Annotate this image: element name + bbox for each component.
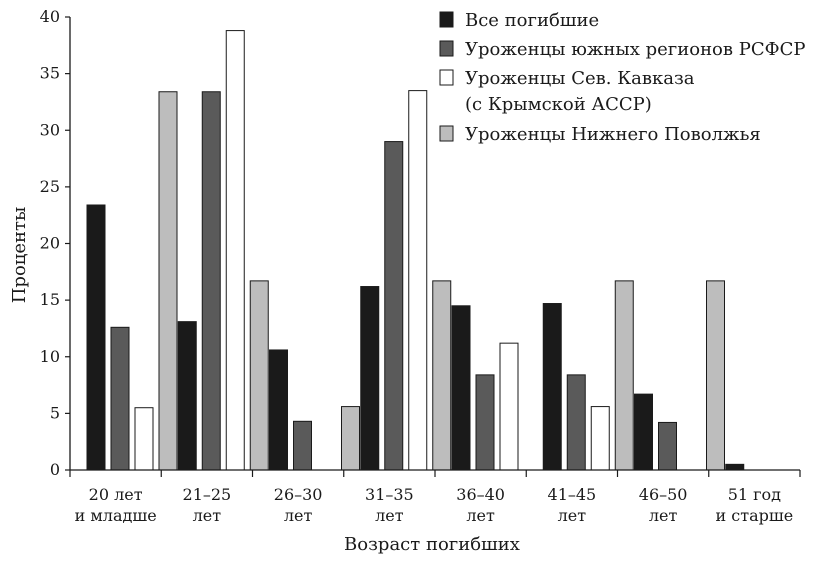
bar-s2-c6	[566, 374, 586, 471]
x-tick-label: 31–35	[365, 485, 414, 504]
bar-s1-c2	[177, 321, 197, 471]
x-tick-label: лет	[193, 506, 222, 525]
x-tick-labels: 20 лет и младше 21–25 лет 26–30 лет 31–35 лет 36…	[75, 485, 794, 525]
x-tick-label: 51 год	[728, 485, 781, 504]
legend-label-2: Уроженцы южных регионов РСФСР	[465, 39, 805, 60]
x-tick-label: 46–50	[639, 485, 688, 504]
y-tick-label: 0	[50, 460, 60, 479]
legend-swatch-1	[439, 11, 454, 28]
x-tick-label: и младше	[75, 506, 157, 525]
x-tick-label: 21–25	[183, 485, 232, 504]
x-tick-label: лет	[466, 506, 495, 525]
bar-s3-c5	[499, 342, 519, 471]
legend-label-4: Уроженцы Нижнего Поволжья	[465, 124, 761, 145]
legend-swatch-3	[439, 69, 454, 86]
x-axis-title: Возраст погибших	[344, 534, 520, 555]
legend: Все погибшие Уроженцы южных регионов РСФС…	[439, 10, 805, 145]
bar-s1-c7	[634, 393, 653, 471]
y-tick-label: 10	[40, 347, 60, 366]
legend-swatch-4	[439, 125, 454, 142]
bar-s2-c1	[110, 326, 130, 471]
axes-layer	[65, 16, 801, 477]
bar-s1-c8	[725, 463, 745, 471]
x-tick-label: 26–30	[274, 485, 323, 504]
bar-s1-c6	[542, 303, 562, 471]
bar-s1-c5	[451, 305, 471, 471]
bar-s3-c1	[134, 407, 154, 471]
bar-s1-c3	[269, 349, 288, 471]
legend-label-3: (с Крымской АССР)	[465, 94, 652, 115]
y-tick-labels: 0 5 10 15 20 25 30 35 40	[40, 7, 60, 479]
x-tick-label: лет	[284, 506, 313, 525]
x-tick-label: и старше	[716, 506, 794, 525]
bar-s4-c7	[706, 280, 725, 471]
x-tick-label: лет	[649, 506, 678, 525]
y-tick-label: 15	[40, 290, 60, 309]
bar-s4-c3	[341, 406, 360, 471]
y-tick-label: 35	[40, 64, 60, 83]
bar-s3-c4	[408, 90, 428, 471]
bar-s4-c4	[432, 280, 452, 471]
legend-swatch-2	[439, 40, 454, 57]
bar-s2-c2	[201, 91, 221, 471]
bar-s3-c6	[590, 406, 610, 471]
bar-s2-c3	[293, 420, 312, 471]
y-tick-label: 30	[40, 120, 60, 139]
y-tick-label: 5	[50, 403, 60, 422]
x-tick-label: 20 лет	[89, 485, 143, 504]
x-tick-label: лет	[558, 506, 587, 525]
bar-s3-c2	[225, 30, 245, 471]
bar-s1-c1	[86, 204, 106, 471]
y-tick-label: 25	[40, 177, 60, 196]
bar-s4-c6	[614, 280, 634, 471]
bar-s4-c1	[158, 91, 178, 471]
x-tick-label: лет	[375, 506, 404, 525]
bar-s2-c4	[384, 141, 404, 471]
bar-s1-c4	[360, 286, 380, 471]
y-tick-label: 40	[40, 7, 60, 26]
legend-label-1: Все погибшие	[465, 10, 599, 31]
bar-s2-c7	[658, 421, 677, 471]
y-axis-title: Проценты	[9, 207, 30, 304]
x-tick-label: 41–45	[548, 485, 597, 504]
x-tick-label: 36–40	[456, 485, 505, 504]
bar-s4-c2	[249, 280, 269, 471]
y-tick-label: 20	[40, 234, 60, 253]
bars-layer	[86, 30, 745, 471]
bar-s2-c5	[475, 374, 495, 471]
legend-label-3: Уроженцы Сев. Кавказа	[465, 68, 695, 89]
